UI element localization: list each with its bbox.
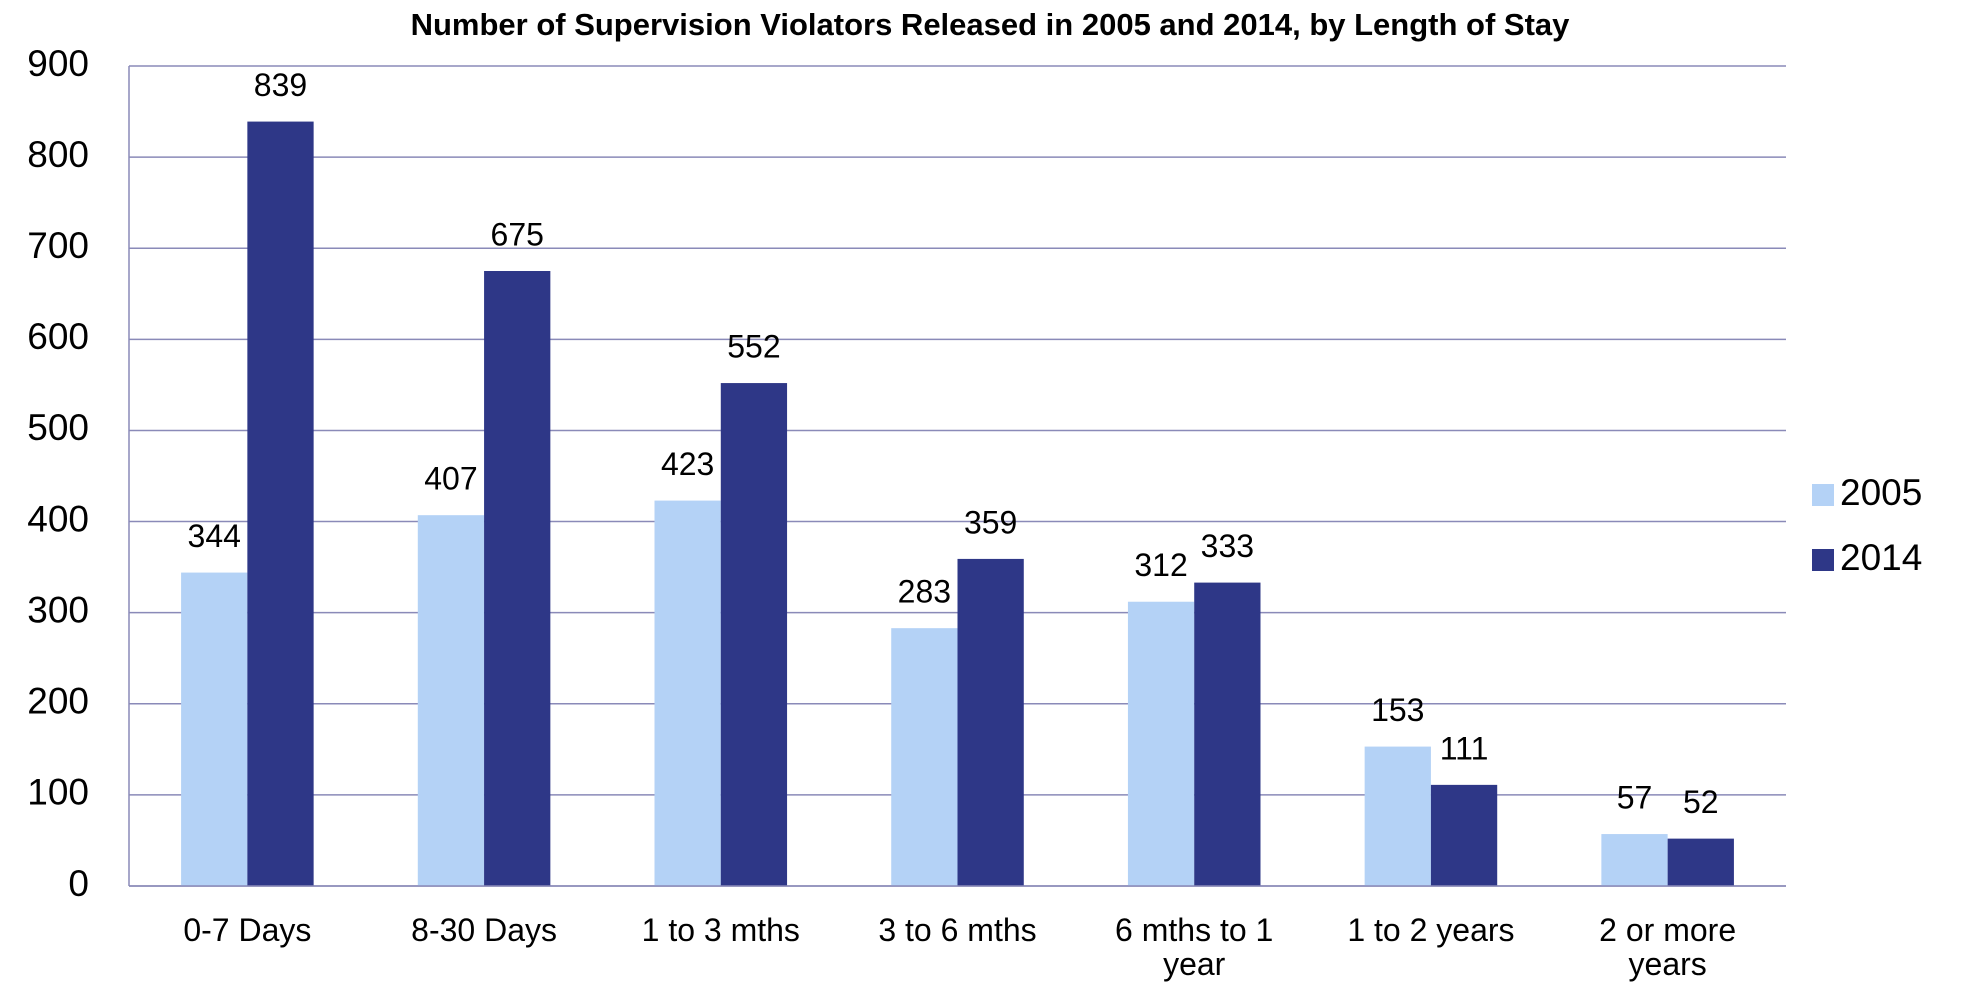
value-label: 423: [661, 446, 714, 482]
legend-label: 2005: [1840, 472, 1922, 513]
chart-title: Number of Supervision Violators Released…: [411, 7, 1571, 42]
y-tick-label: 900: [27, 43, 89, 84]
bar: [720, 383, 788, 886]
legend-label: 2014: [1840, 537, 1922, 578]
x-tick-label: 2 or more years: [1599, 912, 1737, 982]
bar: [1364, 746, 1431, 886]
y-tick-label: 400: [27, 498, 89, 539]
bar: [1667, 838, 1734, 886]
x-tick-label: 8-30 Days: [411, 912, 557, 948]
x-tick-label: 1 to 2 years: [1347, 912, 1515, 948]
bar: [654, 500, 721, 886]
x-tick-label: 3 to 6 mths: [878, 912, 1037, 948]
y-tick-label: 800: [27, 134, 89, 175]
bar: [181, 572, 248, 886]
bar: [417, 515, 485, 886]
y-tick-label: 0: [68, 863, 89, 904]
x-tick-label: 6 mths to 1 year: [1115, 912, 1274, 982]
value-label: 839: [254, 67, 307, 103]
bar: [891, 628, 958, 886]
value-label: 407: [424, 461, 477, 497]
value-label: 344: [188, 518, 241, 554]
bar: [1601, 834, 1668, 886]
value-label: 57: [1617, 780, 1653, 816]
x-tick-label: 1 to 3 mths: [641, 912, 800, 948]
value-label: 675: [491, 216, 544, 252]
y-tick-label: 100: [27, 772, 89, 813]
value-label: 359: [964, 504, 1017, 540]
value-label: 111: [1440, 730, 1489, 766]
bar: [1430, 784, 1498, 886]
value-label: 153: [1371, 692, 1424, 728]
legend-swatch: [1812, 549, 1834, 571]
legend-swatch: [1812, 484, 1834, 506]
y-tick-label: 300: [27, 589, 89, 630]
value-label: 283: [898, 574, 951, 610]
y-tick-label: 600: [27, 316, 89, 357]
y-tick-label: 500: [27, 407, 89, 448]
bar: [1194, 582, 1261, 886]
x-tick-label: 0-7 Days: [183, 912, 312, 948]
value-label: 333: [1201, 528, 1254, 564]
bar: [484, 271, 551, 886]
bar: [247, 121, 314, 887]
value-label: 552: [727, 329, 780, 365]
y-tick-label: 200: [27, 681, 89, 722]
bar: [1127, 601, 1195, 886]
value-label: 52: [1683, 784, 1719, 820]
bar: [957, 558, 1024, 886]
value-label: 312: [1134, 547, 1187, 583]
y-tick-label: 700: [27, 225, 89, 266]
